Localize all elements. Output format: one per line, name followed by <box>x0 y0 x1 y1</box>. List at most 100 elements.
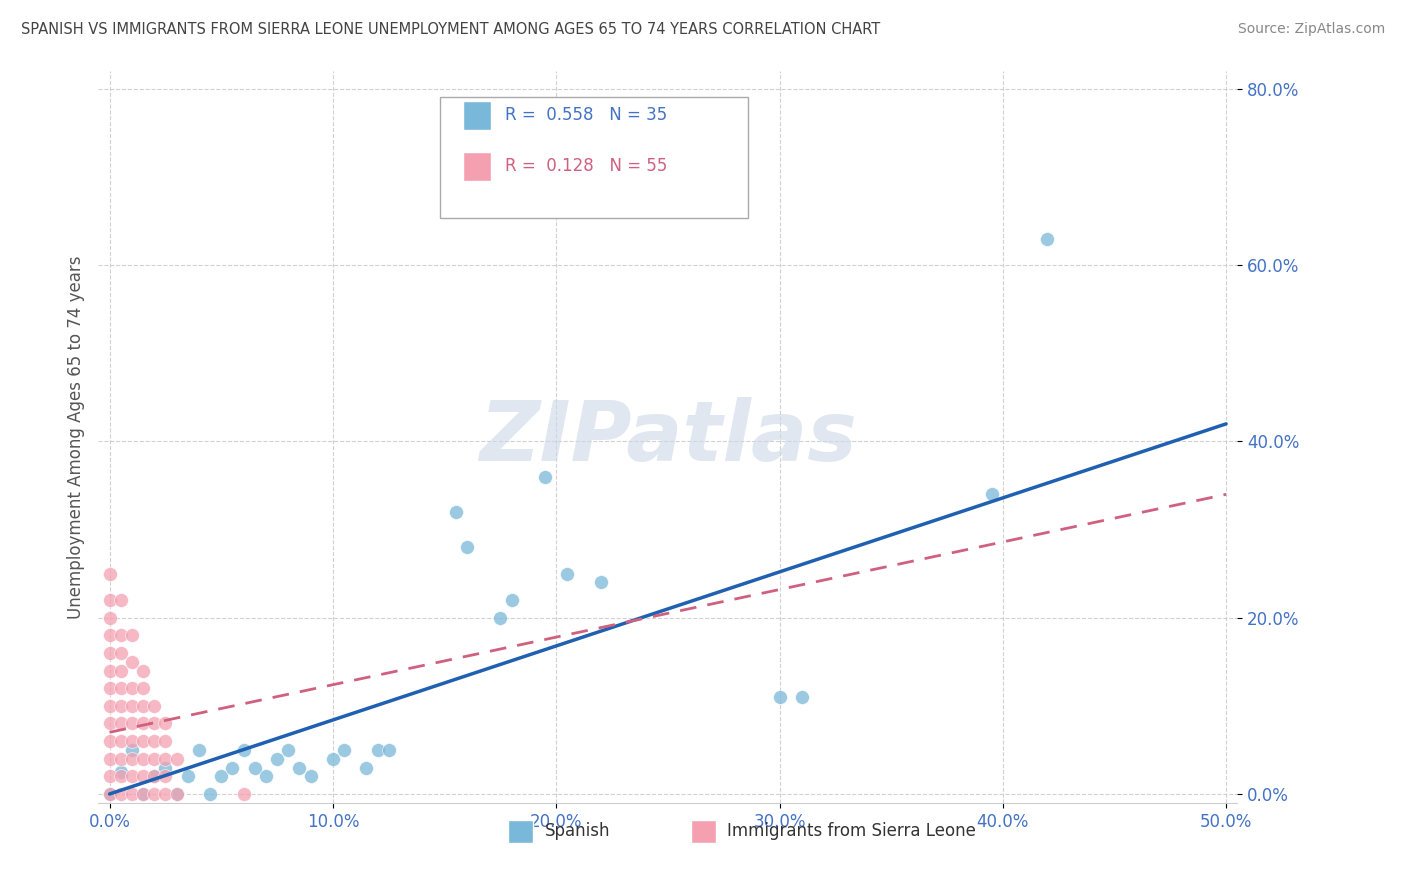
Point <box>98 593 121 607</box>
Point <box>143 716 166 731</box>
Point <box>110 716 132 731</box>
Text: R =  0.128   N = 55: R = 0.128 N = 55 <box>505 158 668 176</box>
Point <box>110 764 132 779</box>
Point <box>187 743 209 757</box>
Point <box>367 743 389 757</box>
Point <box>98 646 121 660</box>
Point <box>143 752 166 766</box>
Point <box>143 698 166 713</box>
Point <box>322 752 344 766</box>
Point <box>232 787 254 801</box>
Point <box>132 734 155 748</box>
Bar <box>463 101 491 130</box>
Point <box>110 628 132 642</box>
Point <box>166 787 188 801</box>
Point <box>132 716 155 731</box>
Point <box>221 760 243 774</box>
Point <box>534 469 557 483</box>
Point <box>98 752 121 766</box>
Point <box>143 769 166 783</box>
Point <box>121 716 143 731</box>
Text: ZIPatlas: ZIPatlas <box>479 397 856 477</box>
Point <box>110 752 132 766</box>
Point <box>589 575 612 590</box>
Point <box>110 698 132 713</box>
Bar <box>463 152 491 181</box>
Point <box>143 734 166 748</box>
Text: Spanish: Spanish <box>546 822 610 840</box>
Point <box>243 760 266 774</box>
Bar <box>690 820 716 843</box>
Point <box>98 787 121 801</box>
Point <box>299 769 322 783</box>
Point <box>98 664 121 678</box>
Point <box>98 734 121 748</box>
Point <box>132 787 155 801</box>
Point <box>110 734 132 748</box>
Point <box>121 752 143 766</box>
Point <box>232 743 254 757</box>
Point <box>121 734 143 748</box>
Point <box>155 752 177 766</box>
Point <box>143 787 166 801</box>
Point <box>98 698 121 713</box>
Point <box>209 769 232 783</box>
Point <box>121 787 143 801</box>
Point <box>110 681 132 696</box>
Point <box>266 752 288 766</box>
Y-axis label: Unemployment Among Ages 65 to 74 years: Unemployment Among Ages 65 to 74 years <box>66 255 84 619</box>
Point <box>110 646 132 660</box>
Point <box>177 769 200 783</box>
Point <box>143 769 166 783</box>
Point <box>277 743 299 757</box>
Text: Immigrants from Sierra Leone: Immigrants from Sierra Leone <box>727 822 976 840</box>
FancyBboxPatch shape <box>440 97 748 218</box>
Point <box>121 743 143 757</box>
Point <box>155 787 177 801</box>
Point <box>121 681 143 696</box>
Point <box>132 787 155 801</box>
Point <box>98 628 121 642</box>
Point <box>132 752 155 766</box>
Text: SPANISH VS IMMIGRANTS FROM SIERRA LEONE UNEMPLOYMENT AMONG AGES 65 TO 74 YEARS C: SPANISH VS IMMIGRANTS FROM SIERRA LEONE … <box>21 22 880 37</box>
Point <box>1036 232 1059 246</box>
Point <box>768 690 790 704</box>
Point <box>155 760 177 774</box>
Point <box>98 769 121 783</box>
Point <box>254 769 277 783</box>
Point <box>356 760 378 774</box>
Point <box>132 664 155 678</box>
Point <box>166 787 188 801</box>
Point <box>501 593 523 607</box>
Point <box>288 760 311 774</box>
Point <box>132 698 155 713</box>
Point <box>121 698 143 713</box>
Point <box>155 734 177 748</box>
Bar <box>509 820 533 843</box>
Point <box>980 487 1002 501</box>
Point <box>489 611 512 625</box>
Text: R =  0.558   N = 35: R = 0.558 N = 35 <box>505 106 668 124</box>
Point <box>98 566 121 581</box>
Point <box>198 787 221 801</box>
Text: Source: ZipAtlas.com: Source: ZipAtlas.com <box>1237 22 1385 37</box>
Point <box>121 628 143 642</box>
Point <box>155 769 177 783</box>
Point <box>444 505 467 519</box>
Point <box>377 743 399 757</box>
Point <box>98 787 121 801</box>
Point <box>790 690 813 704</box>
Point <box>110 593 132 607</box>
Point <box>557 566 579 581</box>
Point <box>98 681 121 696</box>
Point <box>132 769 155 783</box>
Point <box>98 716 121 731</box>
Point <box>121 655 143 669</box>
Point <box>110 787 132 801</box>
Point <box>110 769 132 783</box>
Point <box>155 716 177 731</box>
Point <box>456 540 478 554</box>
Point <box>166 752 188 766</box>
Point <box>333 743 356 757</box>
Point <box>98 611 121 625</box>
